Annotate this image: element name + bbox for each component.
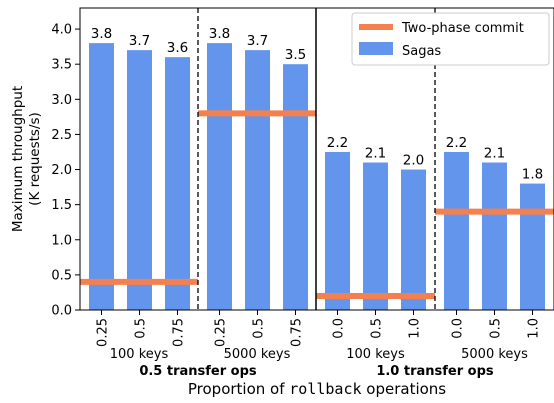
legend-label-sagas: Sagas [402, 44, 441, 59]
bar-value-label: 3.7 [129, 33, 150, 49]
x-tick-label: 0.0 [332, 318, 347, 339]
y-tick-label: 1.5 [51, 198, 72, 213]
x-axis-label: Proportion of rollback operations [188, 380, 446, 398]
legend: Two-phase commit Sagas [351, 12, 550, 66]
y-tick-label: 3.0 [51, 93, 72, 108]
x-tick-label: 0.25 [96, 318, 111, 347]
x-tick-label: 0.5 [134, 318, 149, 339]
bar-value-label: 2.1 [484, 146, 505, 162]
bar-value-label: 3.8 [209, 26, 230, 42]
sagas-bar [89, 43, 114, 311]
sagas-bar [482, 162, 507, 310]
group-label: 5000 keys [461, 347, 528, 362]
bar-value-label: 3.8 [91, 26, 112, 42]
legend-label-two-phase: Two-phase commit [401, 21, 524, 36]
bar-value-label: 3.6 [167, 40, 188, 56]
y-axis-label-line-1: Maximum throughput [10, 86, 26, 232]
sagas-bar [520, 183, 545, 310]
sagas-bar [283, 64, 308, 311]
y-tick-label: 4.0 [51, 23, 72, 38]
bar-value-label: 3.7 [247, 33, 268, 49]
sagas-bar [165, 57, 190, 310]
bar-value-label: 2.2 [327, 135, 348, 151]
bar-value-label: 1.8 [522, 167, 543, 183]
y-tick-label: 2.0 [51, 163, 72, 178]
group-label: 100 keys [110, 347, 169, 362]
x-tick-label: 0.5 [489, 318, 504, 339]
x-tick-label: 0.25 [214, 318, 229, 347]
sagas-bar [325, 151, 350, 310]
x-tick-label: 0.5 [370, 318, 385, 339]
x-tick-label: 0.5 [252, 318, 267, 339]
x-tick-label: 0.75 [290, 318, 305, 347]
plot-frame [79, 7, 554, 311]
legend-box [351, 12, 550, 66]
y-tick-label: 0.0 [51, 304, 72, 319]
sagas-bar [207, 43, 232, 311]
sagas-bar [127, 50, 152, 311]
y-tick-label: 1.0 [51, 233, 72, 248]
y-axis-label: Maximum throughput (K requests/s) [10, 86, 43, 232]
y-tick-label: 3.5 [51, 58, 72, 73]
x-tick-label: 1.0 [527, 318, 542, 339]
transfer-ops-label: 1.0 transfer ops [376, 364, 494, 379]
sagas-bar [444, 151, 469, 310]
bar-value-label: 2.2 [446, 135, 467, 151]
sagas-bar [363, 162, 388, 310]
x-tick-label: 0.75 [172, 318, 187, 347]
y-tick-label: 2.5 [51, 128, 72, 143]
legend-swatch-sagas [359, 42, 393, 55]
y-axis-label-line-2: (K requests/s) [27, 112, 43, 206]
group-label: 5000 keys [224, 347, 291, 362]
sagas-bar [401, 169, 426, 310]
group-label: 100 keys [346, 347, 405, 362]
y-tick-label: 0.5 [51, 268, 72, 283]
bar-value-label: 2.0 [403, 153, 424, 169]
x-tick-label: 0.0 [451, 318, 466, 339]
transfer-ops-label: 0.5 transfer ops [139, 364, 257, 379]
sagas-bar [245, 50, 270, 311]
bar-value-label: 2.1 [365, 146, 386, 162]
bar-value-label: 3.5 [285, 47, 306, 63]
x-tick-label: 1.0 [408, 318, 423, 339]
